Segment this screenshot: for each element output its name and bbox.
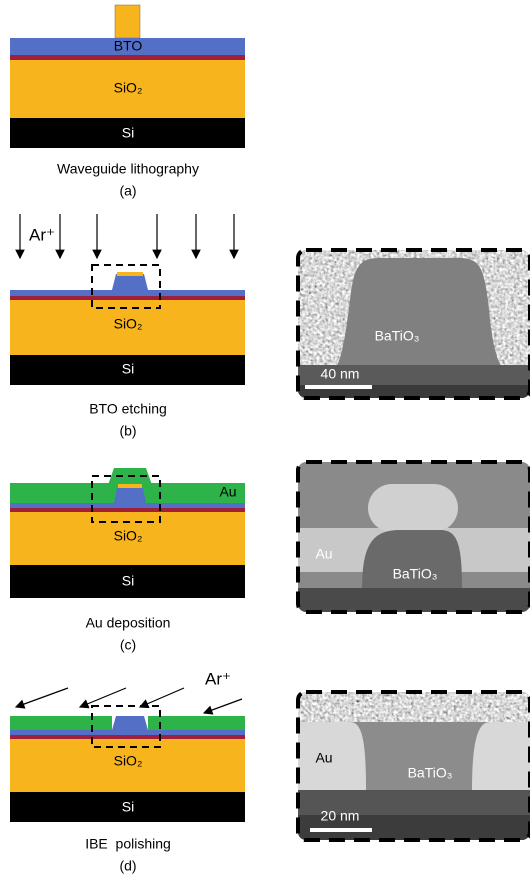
figure: BTO SiO₂ Si Waveguide lithography (a) Ar…	[0, 0, 530, 886]
ion-arrow	[80, 688, 126, 707]
sem-au	[472, 722, 530, 790]
layer-label: Si	[122, 799, 134, 815]
layer-label: SiO₂	[114, 753, 143, 769]
sem-label: Au	[315, 750, 332, 766]
waveguide	[115, 5, 140, 38]
ion-label: Ar⁺	[29, 225, 55, 244]
ridge	[112, 274, 148, 290]
scale-label: 40 nm	[321, 366, 360, 382]
sem-texture	[298, 692, 530, 722]
sem-au	[368, 484, 458, 532]
sem-label: BaTiO₃	[375, 328, 420, 344]
layer-label: SiO₂	[114, 528, 143, 544]
layer-label: Si	[122, 573, 134, 589]
au-layer	[148, 716, 245, 730]
caption: BTO etching	[89, 401, 167, 417]
buffer-layer	[10, 735, 245, 739]
layer-label: BTO	[114, 38, 143, 54]
caption: Au deposition	[86, 615, 171, 631]
ridge	[112, 716, 148, 730]
mask	[117, 272, 143, 276]
layer-label: SiO₂	[114, 316, 143, 332]
caption: IBE polishing	[85, 836, 171, 852]
panel-label: (c)	[120, 637, 136, 653]
mask	[118, 484, 142, 488]
buffer-layer	[10, 508, 245, 512]
au-layer	[10, 716, 112, 730]
ion-arrow	[204, 699, 242, 713]
bto-layer	[10, 503, 245, 508]
layer-label: Au	[219, 484, 236, 500]
layer-label: Si	[122, 361, 134, 377]
buffer-layer	[10, 55, 245, 60]
panel-label: (a)	[119, 183, 136, 199]
ridge	[114, 488, 146, 503]
caption: Waveguide lithography	[57, 161, 199, 177]
layer-label: SiO₂	[114, 80, 143, 96]
ion-arrow	[140, 688, 184, 707]
bto-layer	[10, 730, 245, 735]
panel-label: (d)	[119, 858, 136, 874]
panel-c: Au SiO₂ Si Au deposition (c) Au BaTiO₃	[10, 462, 530, 653]
layer-label: Si	[122, 125, 134, 141]
panel-d: Ar⁺ SiO₂ Si IBE polishing (d) Au BaTiO₃ …	[10, 669, 530, 873]
ion-arrow	[16, 688, 68, 707]
sem-substrate	[298, 588, 530, 612]
sem-image	[298, 462, 530, 612]
bto-layer	[10, 290, 245, 296]
sem-label: BaTiO₃	[408, 765, 453, 781]
scale-label: 20 nm	[321, 808, 360, 824]
buffer-layer	[10, 296, 245, 300]
panel-label: (b)	[119, 423, 136, 439]
scale-bar	[310, 828, 372, 832]
sem-label: Au	[315, 546, 332, 562]
sem-label: BaTiO₃	[393, 566, 438, 582]
scale-bar	[305, 385, 372, 389]
sem-ridge	[330, 258, 510, 372]
panel-b: Ar⁺ SiO₂ Si BTO etching (b) BaTiO₃ 40 nm	[10, 214, 530, 439]
panel-a: BTO SiO₂ Si Waveguide lithography (a)	[10, 5, 245, 199]
ion-label: Ar⁺	[205, 669, 231, 688]
